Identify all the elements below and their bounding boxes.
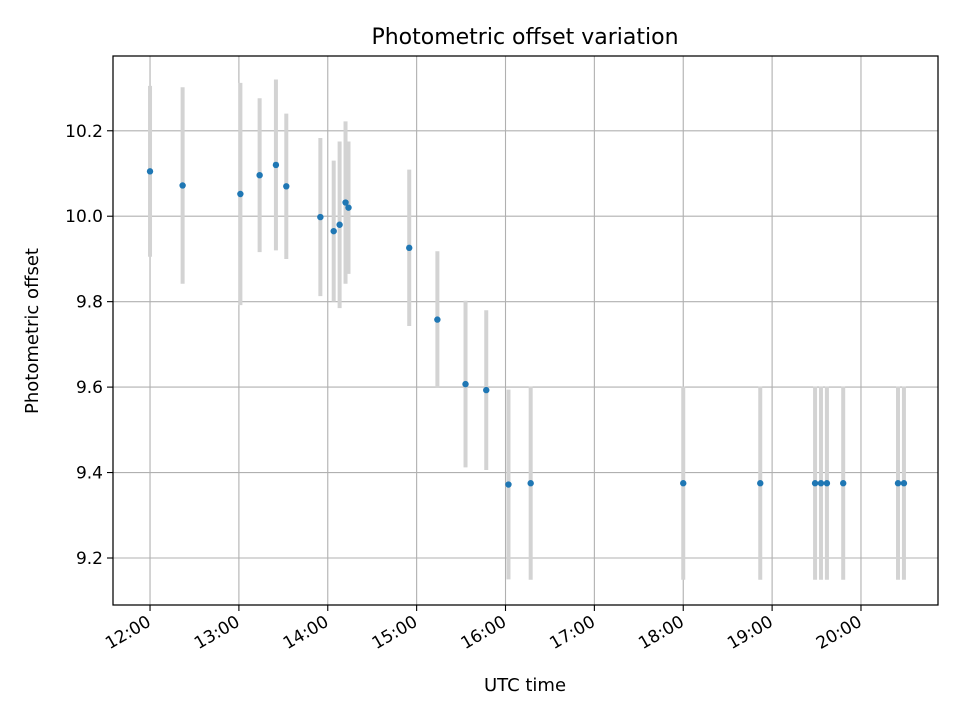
data-point — [406, 244, 413, 252]
data-point — [345, 204, 352, 211]
data-point — [757, 480, 764, 487]
data-point — [342, 199, 349, 206]
data-point — [817, 480, 825, 487]
y-tick-label: 9.8 — [76, 293, 103, 313]
data-point — [505, 481, 512, 488]
data-point — [823, 480, 831, 487]
y-axis-ticks: 9.2 9.4 9.6 9.8 10.0 10.2 — [65, 122, 113, 569]
data-point — [483, 386, 490, 394]
x-axis-label: UTC time — [484, 675, 566, 696]
data-point — [462, 380, 469, 388]
data-point — [179, 182, 186, 189]
y-tick-label: 9.2 — [76, 549, 103, 569]
data-point — [146, 168, 154, 175]
data-point — [527, 480, 534, 487]
plot-frame — [112, 55, 939, 606]
data-point — [330, 227, 337, 235]
y-tick-label: 9.4 — [76, 464, 103, 484]
y-tick-label: 10.0 — [65, 207, 103, 227]
grid — [113, 56, 938, 605]
data-point — [256, 171, 263, 179]
y-tick-label: 9.6 — [76, 378, 103, 398]
y-axis-label: Photometric offset — [22, 248, 43, 414]
data-point — [840, 480, 847, 487]
data-point — [680, 480, 687, 487]
data-point — [811, 480, 819, 487]
data-point — [272, 161, 280, 169]
data-point — [237, 190, 244, 198]
data-point — [894, 480, 902, 487]
chart-title: Photometric offset variation — [371, 25, 678, 50]
data-points — [146, 161, 908, 488]
data-point — [434, 316, 441, 323]
data-point — [283, 183, 290, 190]
data-point — [317, 213, 324, 221]
data-point — [900, 480, 908, 487]
y-tick-label: 10.2 — [65, 122, 103, 142]
data-point — [336, 221, 343, 228]
